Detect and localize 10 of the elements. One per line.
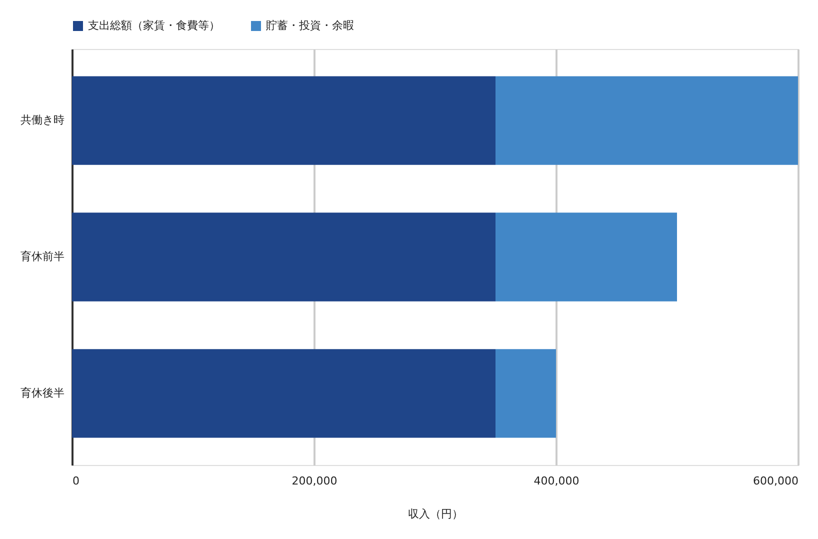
y-tick-label: 共働き時	[20, 114, 64, 127]
y-tick-label: 育休後半	[20, 386, 64, 400]
legend-label: 支出総額（家賃・食費等）	[88, 19, 220, 32]
legend-label: 貯蓄・投資・余暇	[266, 19, 354, 32]
x-tick-label: 600,000	[753, 474, 798, 488]
x-axis-title: 収入（円）	[408, 508, 463, 520]
y-tick-label: 育休前半	[20, 250, 64, 263]
x-tick-label: 200,000	[292, 474, 338, 488]
x-tick-label: 400,000	[534, 474, 580, 488]
x-tick-label: 0	[72, 474, 80, 488]
